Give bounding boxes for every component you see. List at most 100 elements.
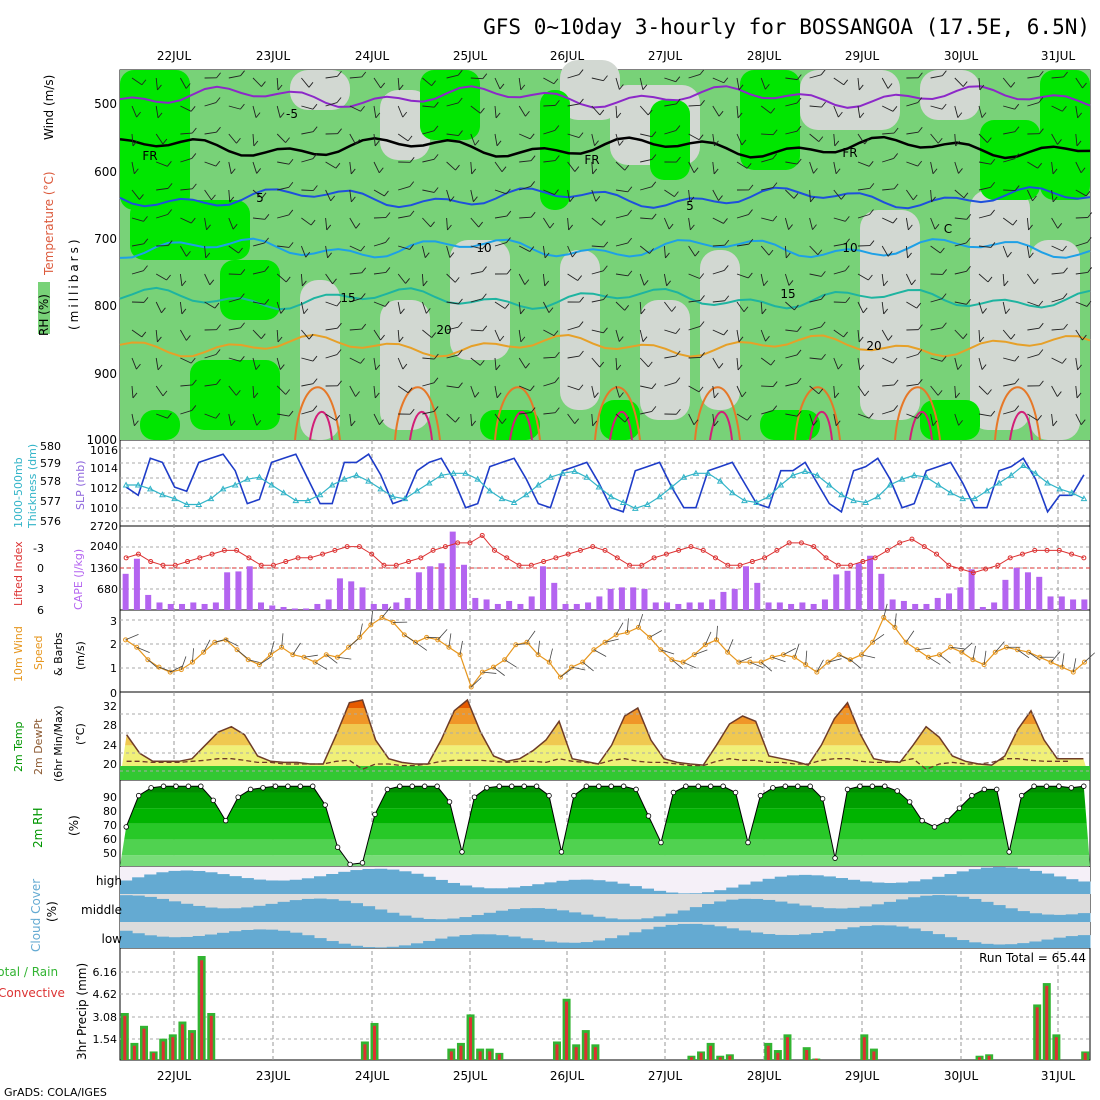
wind-barb: [954, 357, 959, 370]
wind-barb: [905, 245, 909, 258]
wind-barb-10m: [225, 639, 239, 647]
thickness-marker: [741, 497, 748, 504]
cloud-bar: [993, 867, 1006, 894]
cloud-bar: [714, 890, 727, 894]
wind-barb: [664, 103, 677, 107]
wind-barb-flag: [360, 358, 365, 364]
slp-line: [125, 453, 1085, 514]
wind-barb-flag: [240, 322, 245, 329]
cape-bar: [968, 569, 975, 610]
wind-barb: [640, 385, 653, 389]
wind-barb-flag: [264, 237, 269, 244]
wind-barb: [833, 105, 839, 118]
wind-barb-flag: [253, 392, 259, 399]
wind-barb-flag: [553, 330, 559, 336]
cloud-bar: [859, 881, 873, 894]
wind-barb-10m: [348, 637, 360, 648]
wind-barb: [131, 413, 135, 426]
wind-barb: [180, 132, 193, 135]
wind-barb-flag: [675, 125, 681, 131]
wind-barb-10m: [359, 623, 363, 638]
wind-barb: [567, 161, 576, 172]
wind-barb: [640, 186, 652, 191]
wind-barb: [615, 413, 626, 423]
wind-barb: [373, 105, 377, 118]
wind-barb-flag: [643, 280, 649, 286]
cloud-bar: [1029, 870, 1042, 894]
thickness-marker: [825, 481, 833, 488]
wind-barb-flag: [191, 153, 197, 159]
wind-barb-10m: [816, 659, 824, 673]
cloud-bar: [120, 880, 133, 894]
wind-barb-flag: [555, 100, 560, 106]
wind-barb: [833, 329, 844, 338]
cloud-bar: [459, 917, 473, 922]
wind-barb-flag: [457, 321, 463, 328]
li-marker: [700, 547, 706, 553]
wind-barb: [857, 133, 866, 145]
rh-marker: [434, 783, 440, 789]
wind-barb: [688, 104, 701, 107]
cloud-bar: [520, 908, 533, 922]
wind-barb-flag: [917, 349, 923, 355]
wind-barb: [736, 161, 748, 169]
wind-barb: [954, 270, 967, 275]
thickness-marker: [1044, 479, 1051, 486]
wind-barb-10m: [694, 649, 708, 656]
isotherm-15: [119, 286, 1091, 311]
thickness-marker: [583, 473, 591, 480]
wind-barb-flag: [868, 412, 874, 419]
wind-barb-flag: [642, 336, 648, 342]
rh-marker: [484, 785, 490, 791]
precip-conv-bar: [555, 1044, 559, 1060]
precip-conv-bar: [209, 1015, 213, 1060]
wind-barb: [1051, 245, 1063, 252]
wind-barb: [760, 245, 770, 256]
temp-area: [120, 698, 1090, 780]
wind-barb-flag: [350, 420, 356, 427]
cloud-bar: [641, 888, 654, 894]
wind-speed-marker: [580, 659, 586, 665]
wind-barb: [228, 217, 234, 230]
wind-barb-flag: [868, 161, 874, 167]
cloud-bar: [398, 945, 412, 948]
wind-barb: [663, 245, 666, 258]
date-label-top: 26JUL: [550, 49, 585, 63]
isotherm-30: [409, 410, 433, 441]
wind-barb: [301, 105, 314, 110]
cloud-bar: [896, 899, 909, 922]
thickness-marker: [219, 485, 227, 492]
wind-barb: [131, 270, 144, 275]
wind-barb-10m: [571, 666, 586, 671]
cloud-bar: [508, 887, 521, 894]
wind-barb-flag: [955, 140, 961, 147]
wind-barb-flag: [1077, 112, 1083, 119]
wind-barb: [881, 301, 885, 314]
cloud-bar: [132, 895, 145, 922]
cloud-bar: [411, 943, 424, 948]
thickness-marker: [146, 485, 154, 492]
cloud-bar: [301, 898, 315, 922]
wind-barb-flag: [990, 181, 996, 188]
temp-tick-28: 28: [103, 719, 117, 732]
wind-barb-flag: [737, 112, 743, 119]
date-label-bottom: 25JUL: [453, 1069, 488, 1083]
cape-bar: [382, 603, 389, 610]
wind-barb: [664, 329, 677, 334]
wind-barb: [978, 186, 991, 191]
wind-barb-flag: [1033, 278, 1039, 285]
wind-barb-10m: [292, 642, 301, 655]
profile-ytick-1000: 1000: [86, 433, 117, 447]
wind-barb-flag: [530, 211, 536, 218]
cloud-level-low: low: [102, 932, 123, 946]
wind-barb: [519, 160, 532, 163]
wind-barb-10m: [671, 659, 683, 669]
wind-barb-flag: [481, 293, 487, 300]
wind-barb: [785, 382, 798, 387]
wind-barb: [1075, 133, 1078, 146]
cape-bar: [1081, 599, 1088, 610]
wind-barb: [591, 385, 595, 398]
wind-barb: [615, 77, 620, 90]
wind-barb-flag: [578, 132, 584, 138]
cape-bar: [686, 602, 693, 610]
